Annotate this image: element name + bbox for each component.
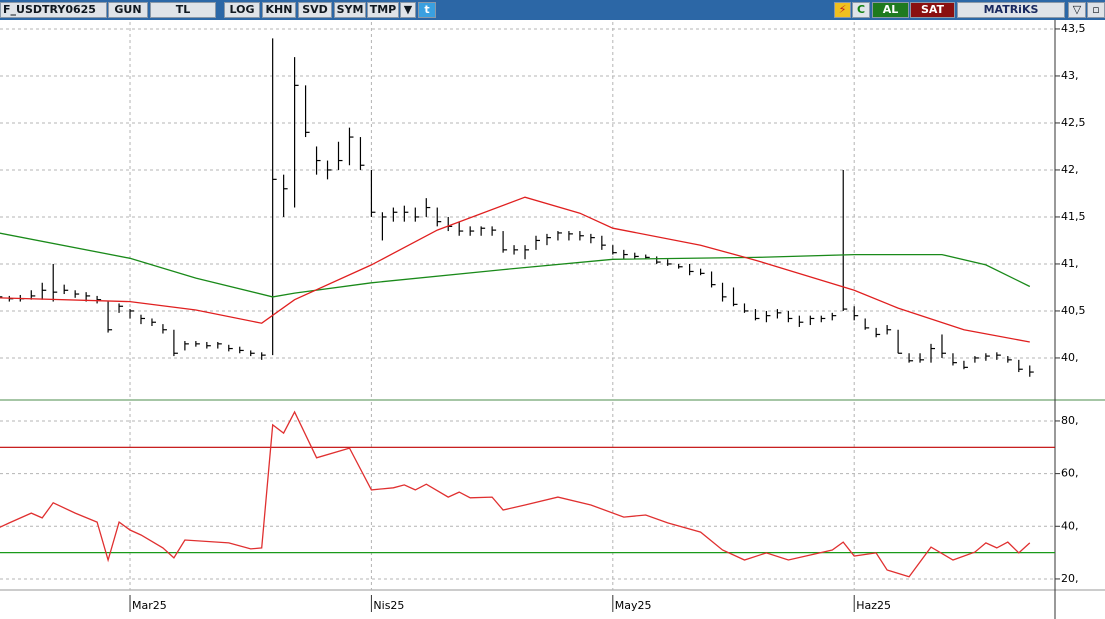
twitter-icon[interactable]: t [418, 2, 436, 18]
flash-icon[interactable]: ⚡ [834, 2, 851, 18]
symbol[interactable]: F_USDTRY0625 [0, 2, 107, 18]
chart: 40, 40,5 41, 41,5 42, 42,5 43, 43,5 20, 40, 60, 80,… [0, 20, 1105, 619]
button[interactable]: TMP [367, 2, 399, 18]
x-tick-label: Mar25 [132, 599, 167, 612]
button[interactable]: KHN [262, 2, 296, 18]
y-tick-label: 42,5 [1061, 116, 1086, 129]
window-button[interactable]: ▽ [1068, 2, 1086, 18]
button[interactable]: GUN [108, 2, 148, 18]
y-tick-label: 42, [1061, 163, 1079, 176]
button[interactable]: LOG [224, 2, 260, 18]
y-tick-label: 40,5 [1061, 304, 1086, 317]
moving-average [0, 196, 1030, 343]
y-tick-label: 80, [1061, 414, 1079, 427]
moving-average [0, 232, 1031, 298]
x-tick-label: Haz25 [856, 599, 891, 612]
button[interactable]: SYM [334, 2, 366, 18]
window-button[interactable]: ▫ [1087, 2, 1105, 18]
toolbar: F_USDTRY0625 GUN TL LOG KHN SVD SYM TMP … [0, 0, 1105, 20]
background [0, 20, 1105, 619]
button[interactable]: SVD [298, 2, 332, 18]
y-tick-label: 20, [1061, 572, 1079, 585]
y-tick-label: 41,5 [1061, 210, 1086, 223]
y-tick-label: 43,5 [1061, 22, 1086, 35]
y-tick-label: 40, [1061, 519, 1079, 532]
y-tick-label: 43, [1061, 69, 1079, 82]
button[interactable]: C [852, 2, 870, 18]
button[interactable]: TL [150, 2, 216, 18]
indicator-line [0, 410, 1031, 578]
buy-button[interactable]: AL [872, 2, 909, 18]
dropdown[interactable]: ▼ [400, 2, 416, 18]
x-tick-label: Nis25 [373, 599, 404, 612]
y-tick-label: 41, [1061, 257, 1079, 270]
y-tick-label: 40, [1061, 351, 1079, 364]
sell-button[interactable]: SAT [910, 2, 955, 18]
y-tick-label: 60, [1061, 467, 1079, 480]
brand: MATRiKS [957, 2, 1065, 18]
x-tick-label: May25 [615, 599, 652, 612]
